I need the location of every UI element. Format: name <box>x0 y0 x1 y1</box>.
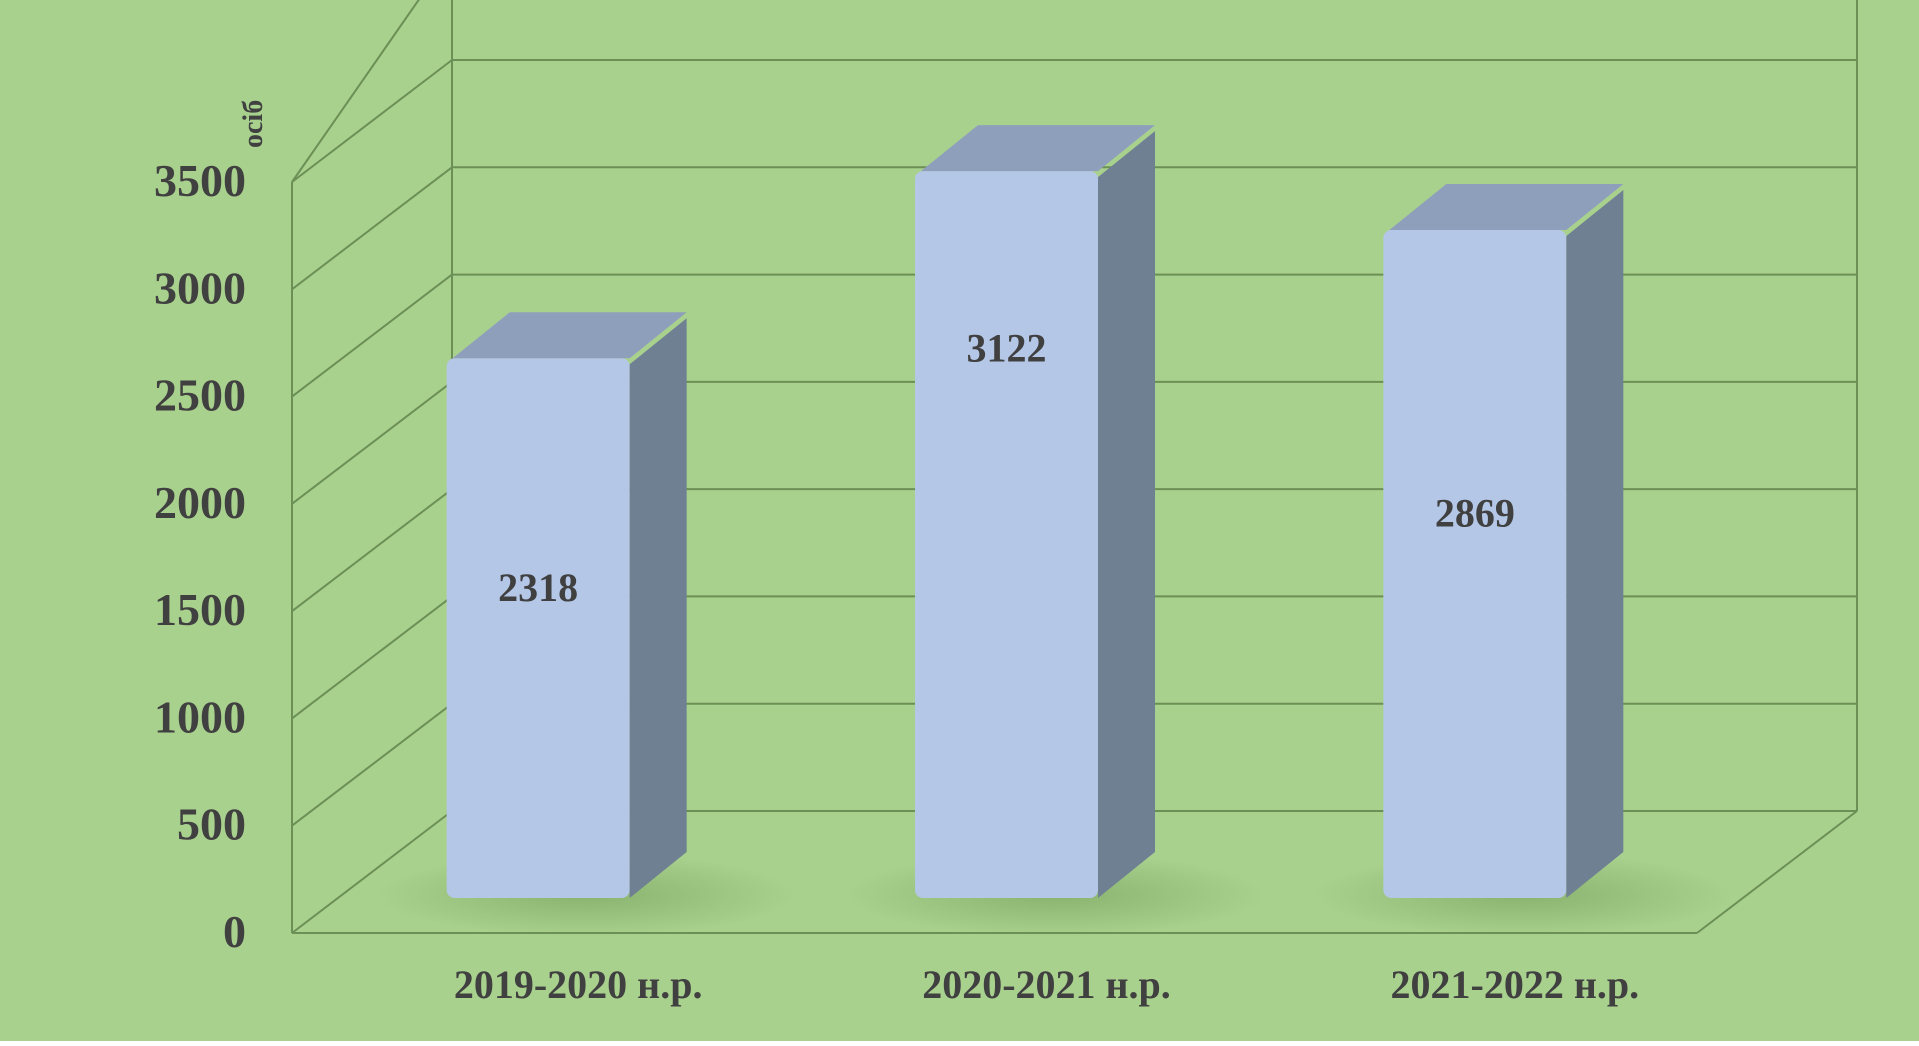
y-tick-label: 2000 <box>154 477 246 528</box>
y-tick-label: 500 <box>177 799 246 850</box>
wall-frame-line <box>1696 810 1858 934</box>
bar-top <box>921 125 1155 172</box>
gridline-side <box>291 59 453 183</box>
x-tick-label: 2021-2022 н.р. <box>1391 962 1640 1007</box>
data-label: 2318 <box>498 565 578 610</box>
bars <box>446 125 1624 898</box>
gridline-side <box>291 273 453 398</box>
y-tick-label: 0 <box>223 906 246 957</box>
bar-front <box>915 171 1098 898</box>
bar-side <box>629 318 687 898</box>
gridline-side <box>291 166 453 291</box>
gridline-side <box>291 381 453 505</box>
bar <box>446 312 687 898</box>
data-label: 2869 <box>1435 491 1515 536</box>
x-tick-label: 2019-2020 н.р. <box>454 962 703 1007</box>
labels: 0 500 1000 1500 2000 2500 3000 3500 2318 2019-202… <box>154 155 1639 1007</box>
y-tick-label: 1500 <box>154 584 246 635</box>
bar-top <box>1389 184 1624 230</box>
gridline-side <box>291 810 453 934</box>
gridline-side <box>291 488 453 612</box>
bar-front <box>446 358 630 898</box>
gridline-side <box>291 702 453 827</box>
data-label: 3122 <box>967 326 1047 371</box>
bar <box>915 125 1155 898</box>
y-tick-label: 2500 <box>154 370 246 421</box>
bar-front <box>1383 230 1567 898</box>
bar-side <box>1566 190 1624 898</box>
y-axis-label: осіб <box>238 100 269 148</box>
bar-top <box>452 312 687 359</box>
x-tick-label: 2020-2021 н.р. <box>922 962 1171 1007</box>
y-tick-label: 3500 <box>154 155 246 206</box>
wall-frame-line <box>291 0 420 183</box>
gridline-side <box>291 595 453 720</box>
y-tick-label: 3000 <box>154 262 246 313</box>
bar-side <box>1098 131 1155 898</box>
y-tick-label: 1000 <box>154 691 246 742</box>
bar <box>1383 184 1624 898</box>
